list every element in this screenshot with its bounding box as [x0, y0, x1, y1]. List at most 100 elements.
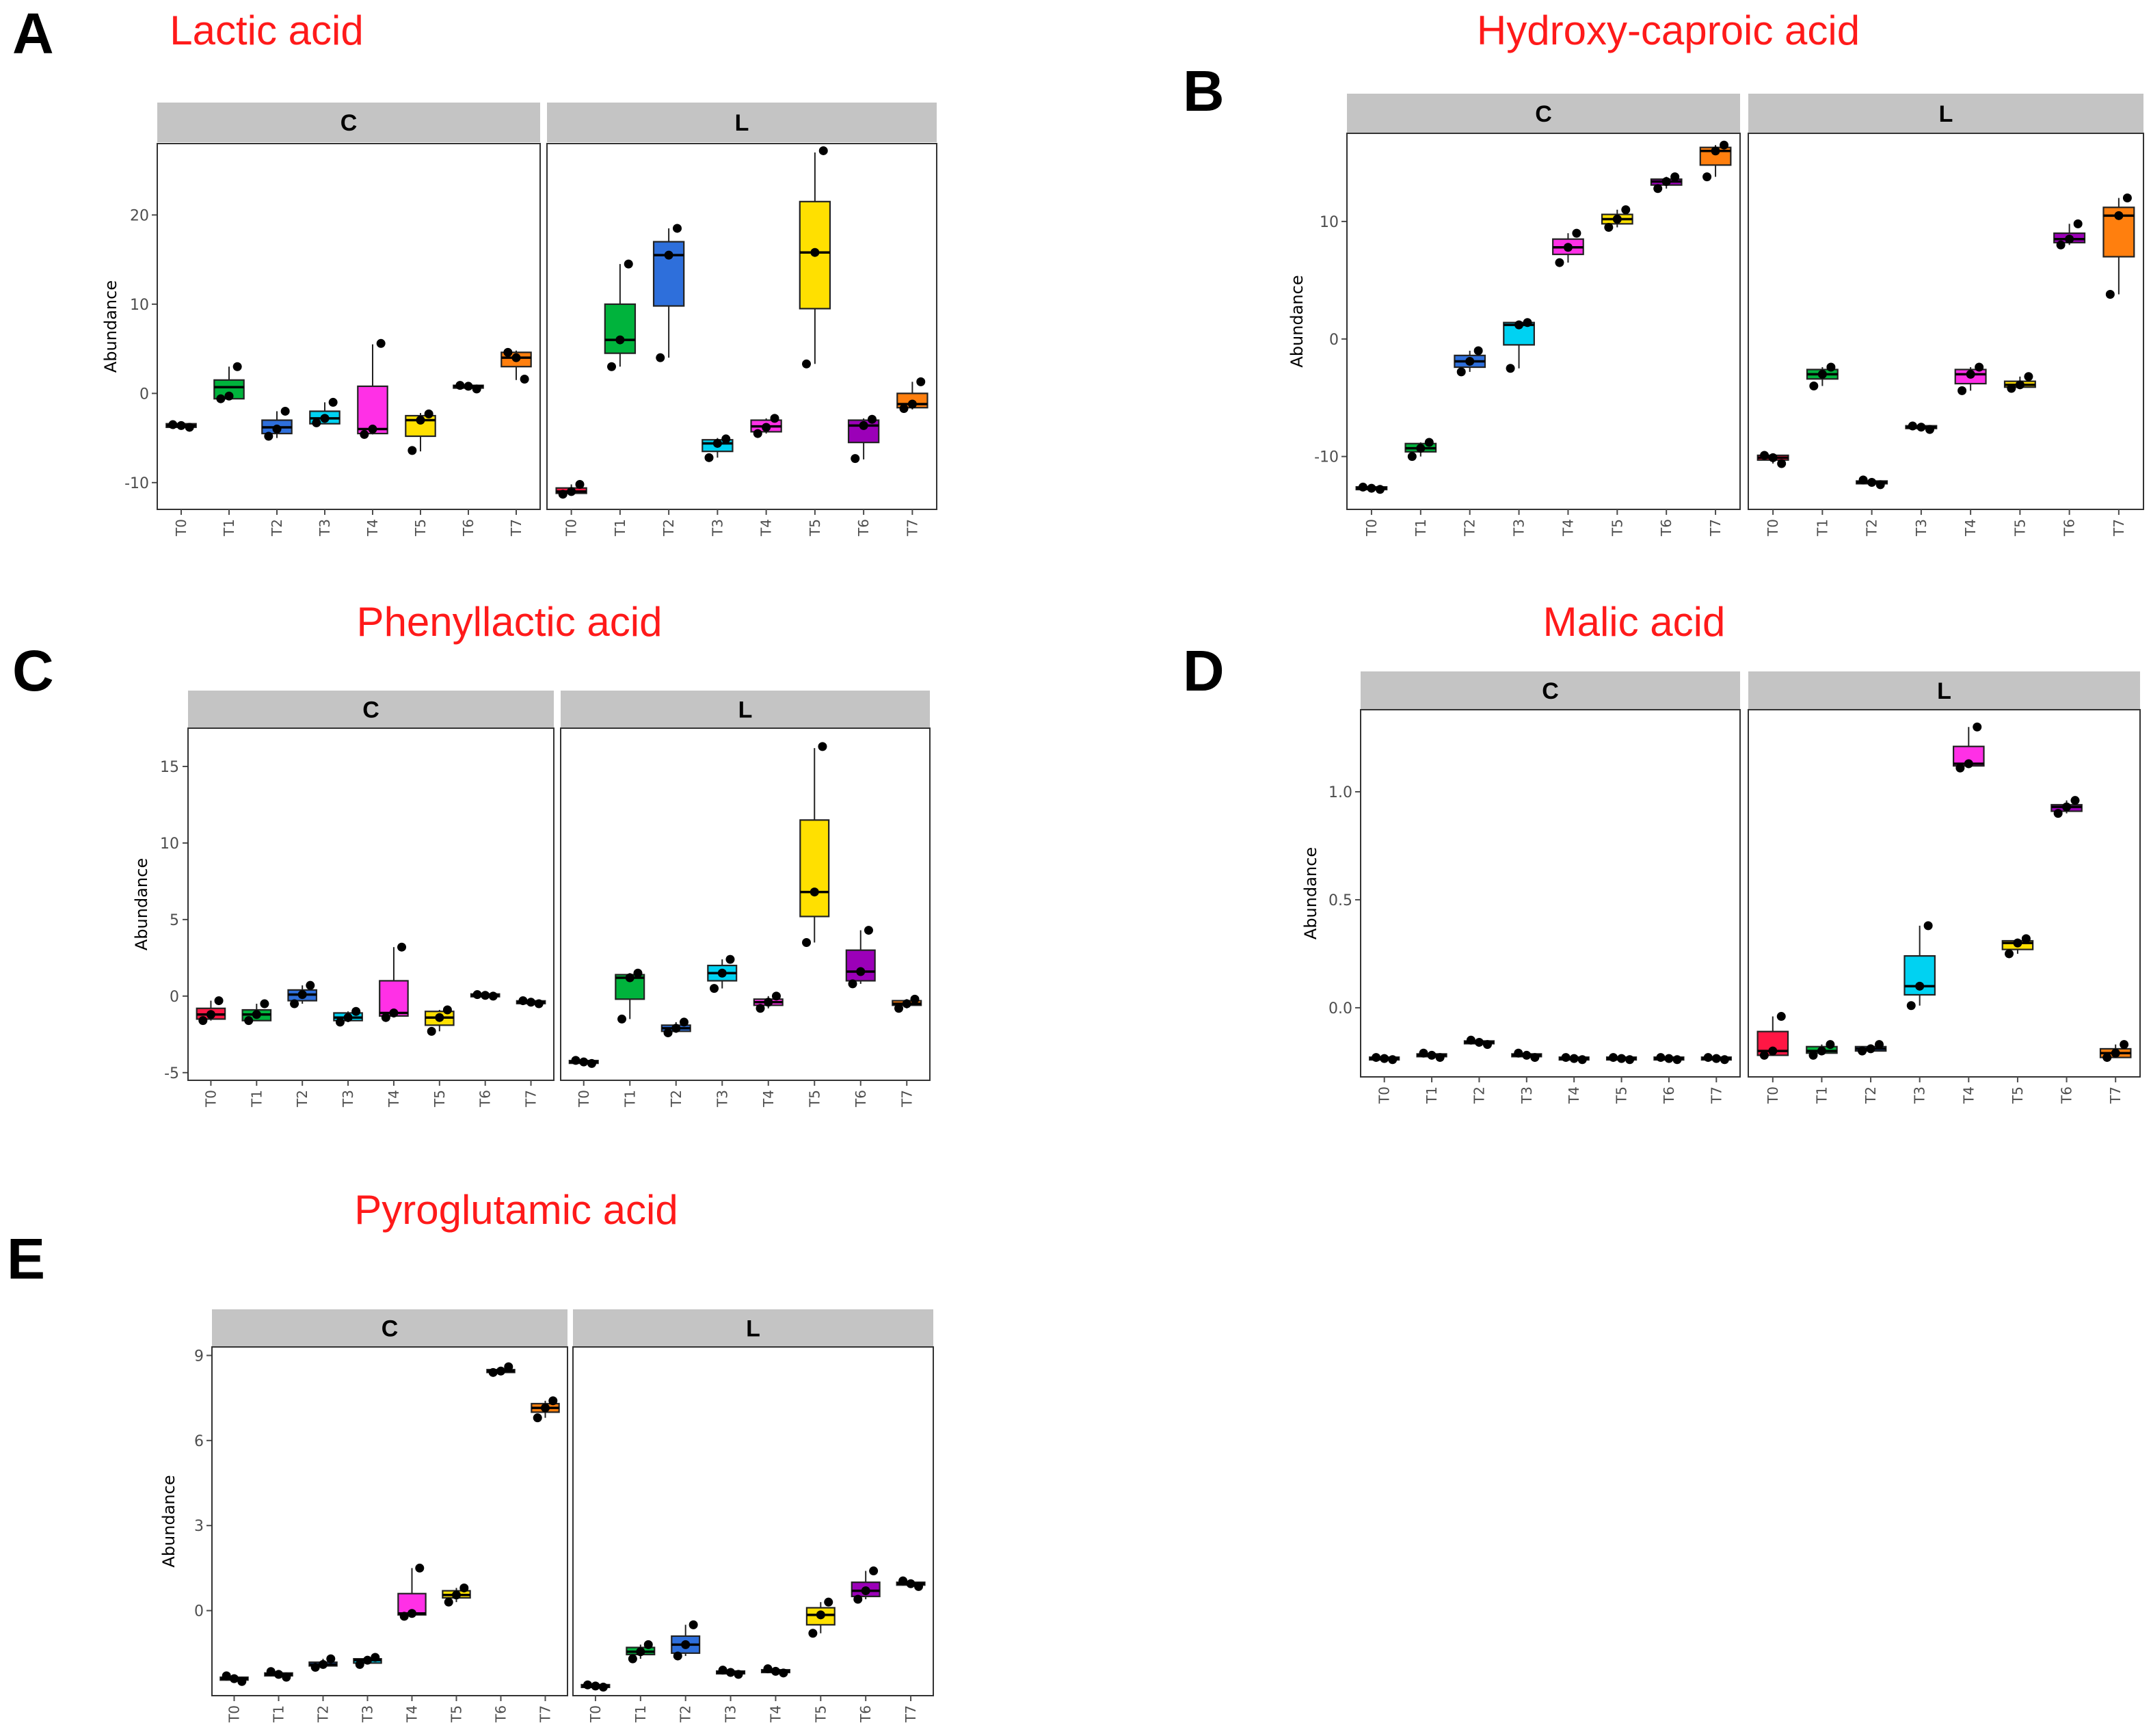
chart-panel-hydroxy-caproic-acid: B Hydroxy-caproic acid Abundance -10 0 10 C T0 T…	[1183, 8, 2144, 537]
data-point	[721, 434, 731, 444]
data-point	[869, 1566, 879, 1576]
x-tick-label: T7	[903, 1705, 919, 1723]
data-point	[397, 942, 407, 952]
data-point	[452, 1590, 461, 1600]
data-point	[1523, 318, 1532, 328]
data-point	[859, 420, 868, 430]
data-point	[1867, 477, 1877, 487]
x-tick-label: T2	[1471, 1086, 1487, 1104]
panel-letter: C	[12, 639, 54, 703]
facet-plot-area	[1360, 709, 1741, 1078]
data-point	[1664, 1054, 1674, 1063]
data-point	[541, 1403, 550, 1413]
data-point	[726, 1668, 736, 1677]
x-tick-label: T4	[404, 1705, 420, 1723]
x-tick-label: T0	[202, 1090, 219, 1108]
data-point	[408, 446, 417, 455]
data-point	[1661, 176, 1671, 186]
data-point	[1874, 1040, 1884, 1050]
x-tick-label: T5	[1609, 519, 1625, 537]
y-tick-label: 0	[1329, 332, 1339, 349]
data-point	[633, 968, 643, 978]
x-tick-label: T0	[587, 1705, 604, 1723]
data-point	[416, 416, 425, 425]
data-point	[351, 1006, 361, 1016]
data-point	[2005, 949, 2014, 959]
data-point	[381, 1013, 390, 1022]
data-point	[1473, 346, 1483, 356]
y-axis-label: Abundance	[159, 1475, 178, 1567]
data-point	[591, 1681, 600, 1691]
facet-strip	[561, 691, 930, 728]
facet-strip-label: C	[340, 110, 358, 136]
data-point	[310, 1663, 320, 1672]
data-point	[2102, 1053, 2112, 1063]
data-point	[567, 487, 576, 496]
data-point	[704, 453, 714, 462]
data-point	[617, 1014, 627, 1024]
data-point	[2021, 934, 2031, 944]
data-point	[1435, 1053, 1445, 1063]
y-tick-label: -10	[1314, 449, 1339, 466]
data-point	[1955, 763, 1965, 773]
data-point	[712, 438, 722, 448]
data-point	[496, 1366, 505, 1376]
data-point	[399, 1612, 409, 1621]
data-point	[734, 1670, 743, 1679]
data-point	[898, 1576, 908, 1586]
data-point	[1506, 364, 1515, 373]
data-point	[1375, 485, 1385, 494]
data-point	[1465, 356, 1475, 366]
data-point	[1702, 172, 1712, 182]
data-point	[1466, 1035, 1475, 1045]
data-point	[335, 1017, 345, 1027]
x-tick-label: T1	[632, 1705, 649, 1723]
x-tick-label: T6	[2059, 1086, 2075, 1104]
y-tick-label: 3	[194, 1518, 204, 1535]
box-L-T1	[604, 303, 637, 354]
x-tick-label: T5	[807, 519, 823, 537]
data-point	[818, 742, 827, 751]
data-point	[1906, 1001, 1916, 1011]
facet-plot-area	[187, 727, 555, 1081]
x-tick-label: T6	[460, 519, 477, 537]
data-point	[1975, 362, 1984, 372]
x-tick-label: T0	[226, 1705, 243, 1723]
data-point	[1474, 1037, 1484, 1047]
y-tick-label: 9	[194, 1348, 204, 1365]
data-point	[1577, 1055, 1587, 1065]
data-point	[2065, 235, 2074, 244]
data-point	[1711, 1054, 1721, 1063]
data-point	[355, 1659, 364, 1669]
data-point	[282, 1672, 291, 1682]
x-tick-label: T7	[508, 519, 524, 537]
data-point	[1514, 320, 1524, 330]
data-point	[770, 414, 779, 423]
data-point	[913, 1581, 923, 1591]
data-point	[1777, 459, 1787, 468]
facet-strip	[547, 103, 937, 142]
data-point	[363, 1655, 372, 1665]
data-point	[763, 1664, 773, 1674]
facet-strip	[188, 691, 554, 728]
data-point	[1768, 453, 1778, 462]
data-point	[1656, 1053, 1666, 1063]
data-point	[679, 1017, 689, 1027]
data-point	[1358, 482, 1367, 492]
data-point	[1572, 228, 1581, 238]
data-point	[1670, 172, 1680, 182]
data-point	[771, 1666, 780, 1676]
data-point	[1609, 1053, 1618, 1063]
x-tick-label: T1	[248, 1090, 265, 1108]
y-tick-label: 20	[130, 207, 149, 224]
data-point	[2070, 796, 2080, 805]
data-point	[681, 1640, 691, 1649]
facet-strip-label: C	[1535, 101, 1552, 127]
data-point	[558, 490, 567, 499]
data-point	[2073, 219, 2083, 228]
data-point	[232, 362, 242, 371]
y-tick-label: 1.0	[1328, 784, 1352, 801]
x-tick-label: T6	[2061, 519, 2078, 537]
data-point	[472, 384, 481, 394]
facet-strip-label: C	[362, 697, 379, 723]
